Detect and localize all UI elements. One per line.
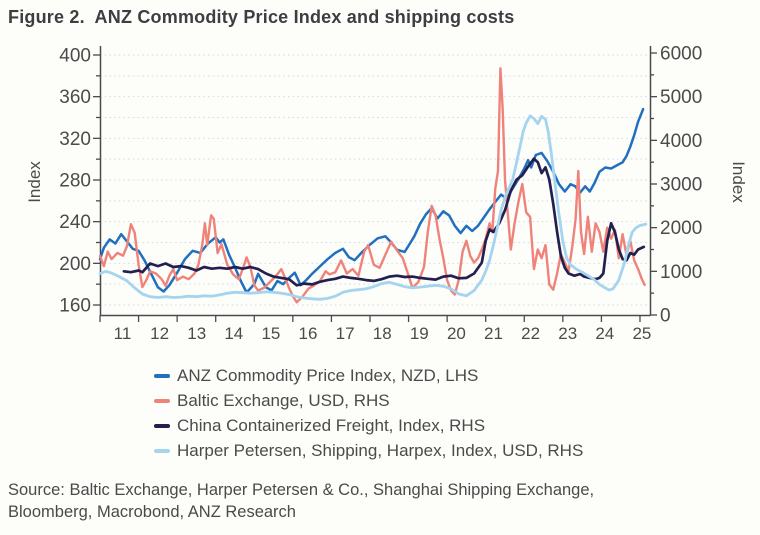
x-tick-label: 24 — [595, 324, 614, 343]
x-tick-label: 20 — [447, 324, 466, 343]
legend-swatch — [154, 423, 170, 428]
x-tick-label: 12 — [150, 324, 169, 343]
y-left-tick-label: 360 — [59, 87, 91, 108]
x-tick-label: 19 — [410, 324, 429, 343]
y-left-tick-label: 320 — [59, 129, 91, 150]
x-tick-label: 11 — [114, 324, 132, 343]
y-left-tick-label: 400 — [59, 46, 91, 67]
x-tick-label: 16 — [299, 324, 318, 343]
x-tick-label: 22 — [521, 324, 540, 343]
y-right-tick-label: 1000 — [660, 262, 702, 283]
legend-label: China Containerized Freight, Index, RHS — [177, 415, 486, 435]
series-line-harper-petersen-harpex — [98, 114, 648, 301]
legend-swatch — [154, 448, 170, 453]
legend-item: Harper Petersen, Shipping, Harpex, Index… — [154, 438, 583, 463]
series-line-china-containerized-freight — [122, 157, 646, 287]
y-right-tick-label: 5000 — [660, 87, 702, 108]
y-right-tick-label: 6000 — [660, 44, 702, 65]
y-left-axis-title: Index — [25, 161, 44, 203]
source-line-2: Bloomberg, Macrobond, ANZ Research — [8, 502, 296, 521]
y-left-tick-label: 160 — [59, 296, 91, 317]
x-tick-label: 18 — [373, 324, 392, 343]
x-tick-label: 15 — [261, 324, 280, 343]
legend-swatch — [154, 373, 170, 378]
x-tick-label: 13 — [187, 324, 206, 343]
x-tick-label: 17 — [336, 324, 355, 343]
x-tick-label: 23 — [558, 324, 577, 343]
legend-item: Baltic Exchange, USD, RHS — [154, 388, 583, 413]
legend-label: Harper Petersen, Shipping, Harpex, Index… — [177, 440, 584, 460]
figure-title: Figure 2. ANZ Commodity Price Index and … — [8, 7, 515, 27]
y-left-tick-label: 200 — [59, 254, 91, 275]
chart-legend: ANZ Commodity Price Index, NZD, LHS Balt… — [154, 363, 583, 463]
x-tick-label: 14 — [224, 324, 243, 343]
y-right-tick-label: 2000 — [660, 218, 702, 239]
x-tick-label: 25 — [632, 324, 651, 343]
y-right-tick-label: 3000 — [660, 175, 702, 196]
y-right-axis-title: Index — [729, 161, 748, 203]
source-note: Source: Baltic Exchange, Harper Petersen… — [8, 480, 594, 523]
y-left-tick-label: 240 — [59, 212, 91, 233]
legend-item: China Containerized Freight, Index, RHS — [154, 413, 583, 438]
x-tick-label: 21 — [484, 324, 503, 343]
source-line-1: Source: Baltic Exchange, Harper Petersen… — [8, 481, 595, 499]
legend-item: ANZ Commodity Price Index, NZD, LHS — [154, 363, 583, 388]
legend-label: ANZ Commodity Price Index, NZD, LHS — [177, 365, 479, 385]
chart-canvas: 1602002402803203604000100020003000400050… — [25, 44, 748, 344]
y-right-tick-label: 0 — [660, 306, 671, 327]
legend-label: Baltic Exchange, USD, RHS — [177, 390, 390, 410]
y-left-tick-label: 280 — [59, 171, 91, 192]
y-right-tick-label: 4000 — [660, 131, 702, 152]
legend-swatch — [154, 398, 170, 403]
